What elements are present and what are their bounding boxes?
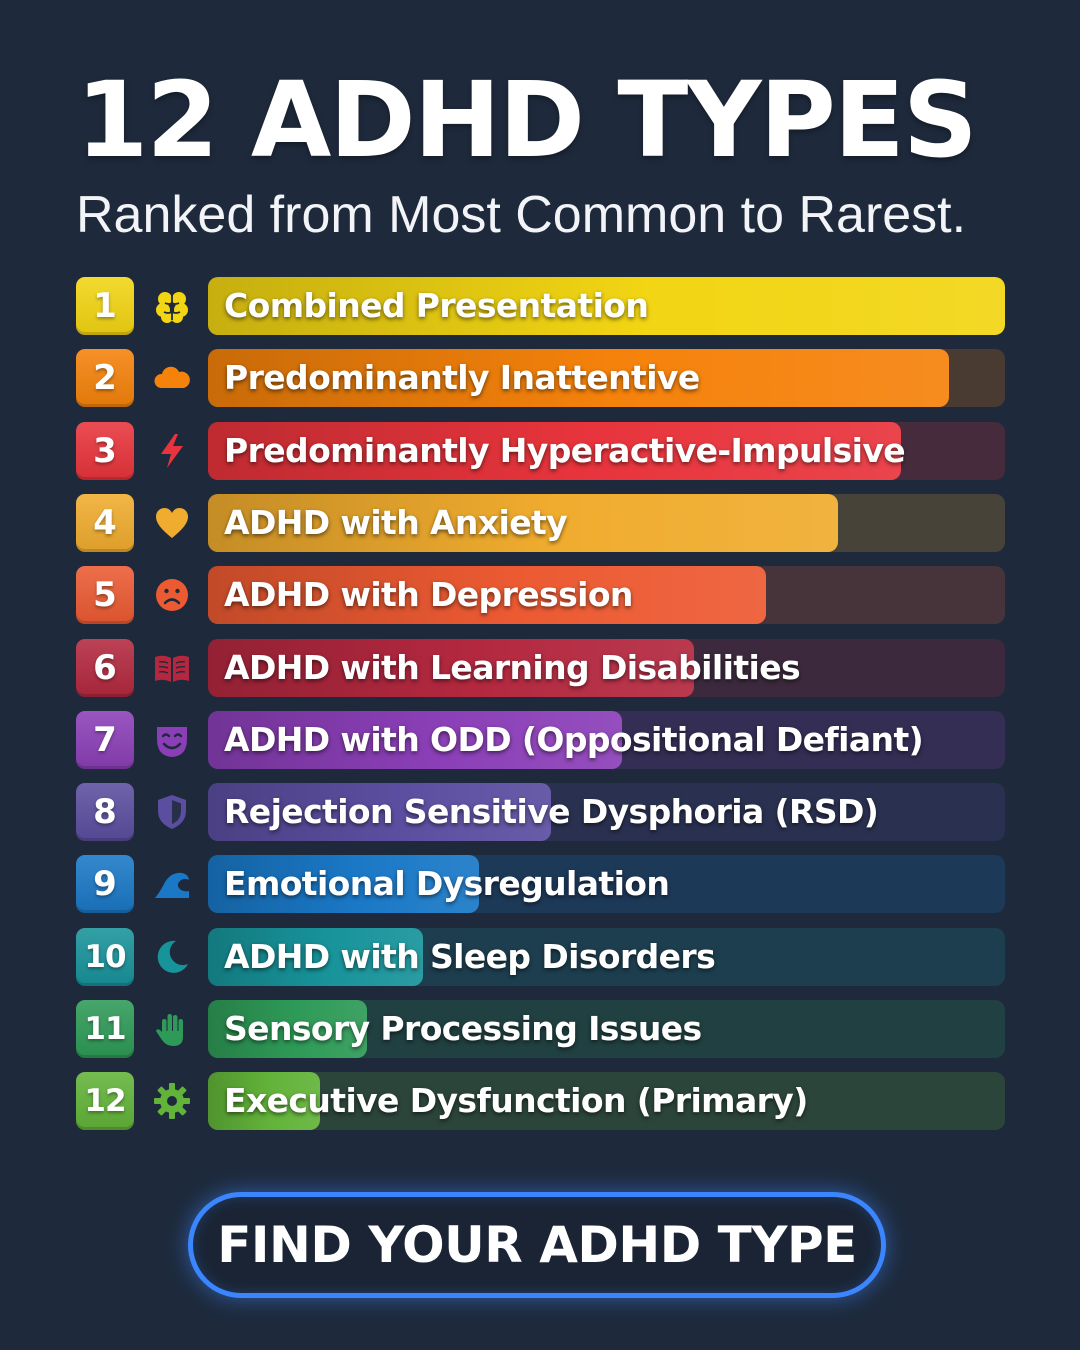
- rank-badge: 5: [76, 566, 134, 625]
- cloud-icon: [152, 358, 192, 398]
- bar-label: Executive Dysfunction (Primary): [224, 1081, 808, 1121]
- bar: [208, 927, 424, 986]
- bar-label: ADHD with Anxiety: [224, 502, 568, 542]
- bar: [208, 349, 950, 408]
- bar-row: 9 Emotional Dysregulation: [76, 855, 1005, 914]
- bar-label: Rejection Sensitive Dysphoria (RSD): [224, 792, 879, 832]
- bar: [208, 493, 838, 552]
- page-subtitle: Ranked from Most Common to Rarest.: [76, 186, 967, 244]
- bar-row: 1 Combined Presentation: [76, 277, 1005, 335]
- bar-row: 3 Predominantly Hyperactive-Impulsive: [76, 421, 1005, 480]
- bar-track: [208, 638, 1005, 697]
- bar-label: ADHD with Sleep Disorders: [224, 936, 716, 976]
- book-icon: [152, 648, 192, 688]
- bar-row: 11 Sensory Processing Issues: [76, 1000, 1005, 1058]
- sad-face-icon: [152, 575, 192, 615]
- bar-row: 2 Predominantly Inattentive: [76, 349, 1005, 408]
- bar-track: [208, 1000, 1005, 1058]
- bar-row: 12 Executive Dysfunction (Primary): [76, 1072, 1005, 1131]
- bar-track: [208, 927, 1005, 986]
- bar: [208, 421, 902, 480]
- rank-badge: 2: [76, 349, 134, 408]
- rank-badge: 11: [76, 1000, 134, 1058]
- bar-row: 6 ADHD with Learning Disabilities: [76, 638, 1005, 697]
- lightning-icon: [152, 431, 192, 471]
- bar-track: [208, 855, 1005, 914]
- rank-badge: 9: [76, 855, 134, 914]
- bar-label: ADHD with ODD (Oppositional Defiant): [224, 719, 924, 759]
- bar: [208, 638, 695, 697]
- bar-track: [208, 1072, 1005, 1131]
- rank-badge: 8: [76, 783, 134, 842]
- bar: [208, 855, 479, 914]
- bar-track: [208, 421, 1005, 480]
- bar-label: Sensory Processing Issues: [224, 1009, 702, 1048]
- bar-label: Predominantly Inattentive: [224, 358, 700, 398]
- bar-row: 7 ADHD with ODD (Oppositional Defiant): [76, 710, 1005, 769]
- hand-icon: [152, 1009, 192, 1049]
- moon-icon: [152, 937, 192, 977]
- bar-track: [208, 566, 1005, 625]
- bar: [208, 783, 551, 842]
- rank-badge: 6: [76, 638, 134, 697]
- bar-row: 5 ADHD with Depression: [76, 566, 1005, 625]
- gear-icon: [152, 1081, 192, 1121]
- bar-label: Combined Presentation: [224, 286, 649, 325]
- bar-row: 8 Rejection Sensitive Dysphoria (RSD): [76, 783, 1005, 842]
- page-title: 12 ADHD TYPES: [76, 59, 978, 181]
- bar-label: Emotional Dysregulation: [224, 864, 670, 904]
- rank-badge: 10: [76, 927, 134, 986]
- rank-badge: 3: [76, 421, 134, 480]
- bar-label: ADHD with Depression: [224, 575, 633, 615]
- bar-label: ADHD with Learning Disabilities: [224, 647, 801, 687]
- brain-icon: [152, 286, 192, 326]
- rank-badge: 4: [76, 493, 134, 552]
- bar-row: 10 ADHD with Sleep Disorders: [76, 927, 1005, 986]
- find-your-type-button[interactable]: FIND YOUR ADHD TYPE: [188, 1192, 886, 1298]
- bar: [208, 1000, 368, 1058]
- bar: [208, 1072, 320, 1131]
- bar-track: [208, 349, 1005, 408]
- bar-track: [208, 277, 1005, 335]
- bar-track: [208, 493, 1005, 552]
- wave-icon: [152, 864, 192, 904]
- shield-icon: [152, 792, 192, 832]
- bar-track: [208, 710, 1005, 769]
- bar: [208, 710, 623, 769]
- bar: [208, 277, 1005, 335]
- bar-track: [208, 783, 1005, 842]
- rank-badge: 12: [76, 1072, 134, 1131]
- rank-badge: 1: [76, 277, 134, 335]
- bar-row: 4 ADHD with Anxiety: [76, 493, 1005, 552]
- bar: [208, 566, 766, 625]
- drama-mask-icon: [152, 720, 192, 760]
- bar-label: Predominantly Hyperactive-Impulsive: [224, 430, 906, 470]
- heart-icon: [152, 503, 192, 543]
- rank-badge: 7: [76, 710, 134, 769]
